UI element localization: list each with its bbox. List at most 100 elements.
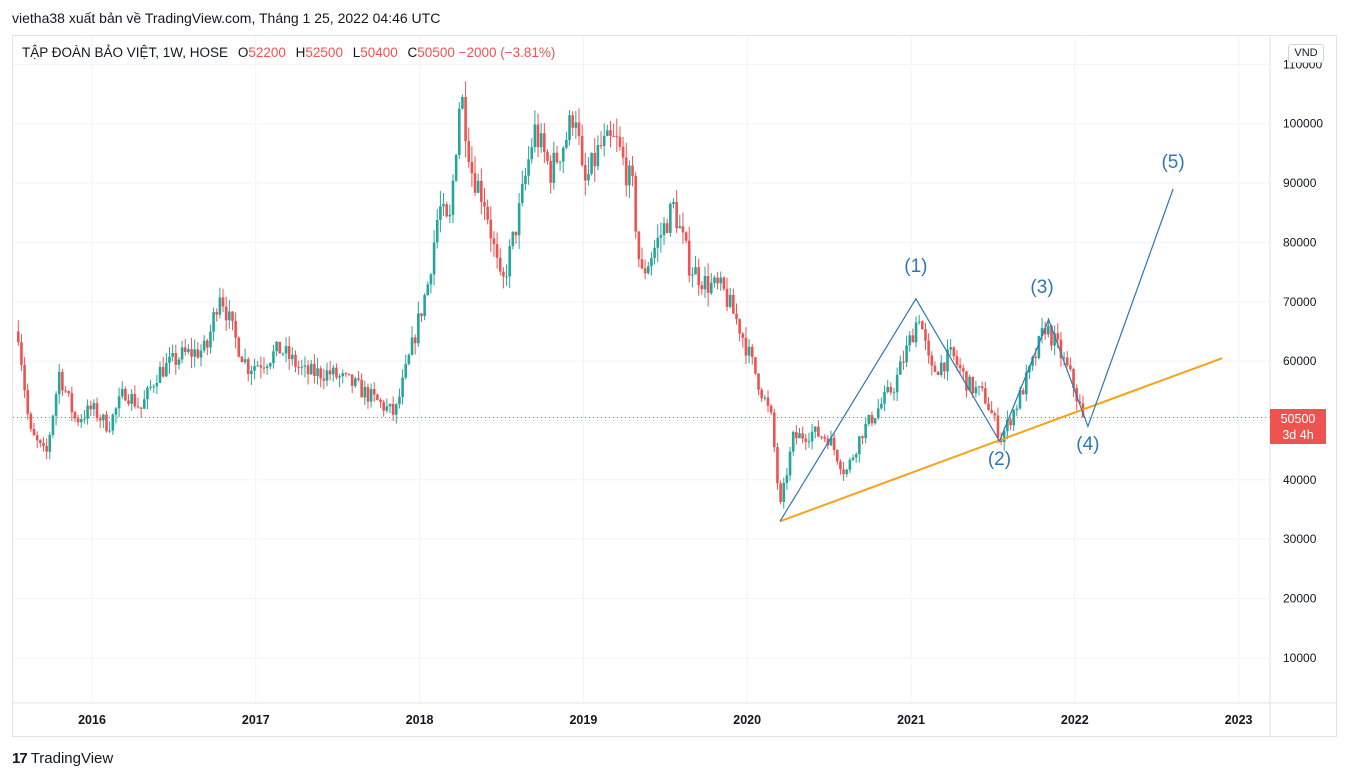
candle-body [602, 135, 606, 146]
candle-body [1059, 339, 1063, 359]
candle-body [795, 432, 798, 439]
candle-body [108, 430, 111, 432]
candle-body [29, 413, 33, 429]
candle-body [955, 356, 959, 365]
candle-body [413, 337, 417, 344]
candle-body [709, 282, 713, 293]
candle-body [224, 306, 228, 321]
y-tick-label: 90000 [1283, 176, 1317, 190]
symbol-legend: TẬP ĐOÀN BẢO VIỆT, 1W, HOSE O52200 H5250… [22, 45, 555, 60]
candle-body [1078, 401, 1082, 404]
chart-frame[interactable] [12, 35, 1337, 737]
candle-body [360, 379, 363, 398]
candle-body [552, 152, 556, 183]
candle-body [328, 370, 332, 375]
candle-body [1006, 419, 1009, 432]
currency-button[interactable]: VND [1288, 44, 1324, 63]
candle-body [1072, 369, 1075, 389]
symbol-title: TẬP ĐOÀN BẢO VIỆT, 1W, HOSE [22, 45, 229, 60]
candle-body [615, 136, 619, 138]
candle-body [930, 355, 934, 366]
candle-body [319, 368, 322, 379]
candle-body [634, 176, 637, 232]
candle-body [596, 145, 600, 167]
candle-body [779, 483, 782, 502]
candle-body [202, 340, 206, 351]
candle-body [672, 202, 675, 205]
candle-body [385, 406, 389, 411]
candle-body [246, 359, 250, 374]
candle-body [256, 365, 259, 367]
candle-body [23, 364, 26, 391]
candle-body [1031, 356, 1034, 366]
candle-body [769, 405, 773, 413]
candle-body [571, 115, 574, 128]
publish-line: vietha38 xuất bản về TradingView.com, Th… [12, 10, 441, 26]
candle-body [448, 214, 452, 217]
y-tick-label: 80000 [1283, 235, 1317, 249]
candle-body [782, 482, 786, 502]
candle-body [45, 445, 48, 452]
candle-body [237, 337, 241, 357]
high-label: H [295, 45, 306, 60]
candle-body [64, 390, 67, 392]
candle-body [971, 376, 975, 394]
candle-body [908, 335, 912, 346]
candle-body [313, 363, 316, 377]
candle-body [895, 374, 899, 393]
candle-body [486, 206, 489, 220]
candle-body [687, 240, 691, 276]
candle-body [766, 397, 770, 406]
candle-body [706, 276, 710, 293]
candle-body [883, 392, 886, 404]
y-tick-label: 10000 [1283, 651, 1317, 665]
candle-body [303, 365, 307, 367]
candle-body [316, 368, 319, 377]
candle-body [609, 130, 612, 137]
candle-body [823, 436, 826, 439]
candle-body [231, 311, 234, 321]
candle-body [347, 373, 351, 375]
candle-body [662, 223, 666, 236]
candle-body [445, 204, 448, 217]
candle-body [996, 415, 1000, 438]
x-tick-label: 2017 [242, 713, 270, 727]
candle-body [48, 434, 52, 452]
candle-body [728, 294, 732, 307]
candle-body [801, 433, 804, 439]
candle-body [61, 371, 64, 391]
candle-body [388, 403, 392, 407]
x-tick-label: 2021 [897, 713, 925, 727]
wave-label: (3) [1030, 277, 1053, 298]
candle-body [694, 267, 697, 275]
brand[interactable]: 17 TradingView [12, 750, 113, 767]
candle-body [489, 219, 493, 239]
candle-body [646, 266, 650, 274]
candle-body [1065, 357, 1069, 366]
candle-body [357, 378, 360, 380]
candle-body [643, 268, 647, 274]
candle-body [590, 152, 593, 174]
candle-body [691, 274, 694, 276]
candle-body [221, 297, 225, 307]
candle-body [722, 277, 726, 289]
candle-body [1043, 327, 1047, 335]
candle-body [880, 403, 883, 409]
candle-body [16, 331, 20, 343]
candle-body [1053, 333, 1056, 346]
candle-body [281, 353, 285, 355]
wave-label: (4) [1076, 434, 1099, 455]
candle-body [804, 438, 808, 442]
y-tick-label: 30000 [1283, 532, 1317, 546]
elliott-wave-path [779, 188, 1174, 522]
candle-body [114, 408, 118, 415]
candle-body [401, 377, 404, 397]
candle-body [268, 363, 272, 367]
candle-body [379, 400, 382, 403]
candle-body [165, 362, 168, 377]
grid [13, 36, 1270, 703]
candle-body [776, 447, 779, 484]
candle-body [810, 431, 814, 442]
candle-body [980, 386, 984, 389]
